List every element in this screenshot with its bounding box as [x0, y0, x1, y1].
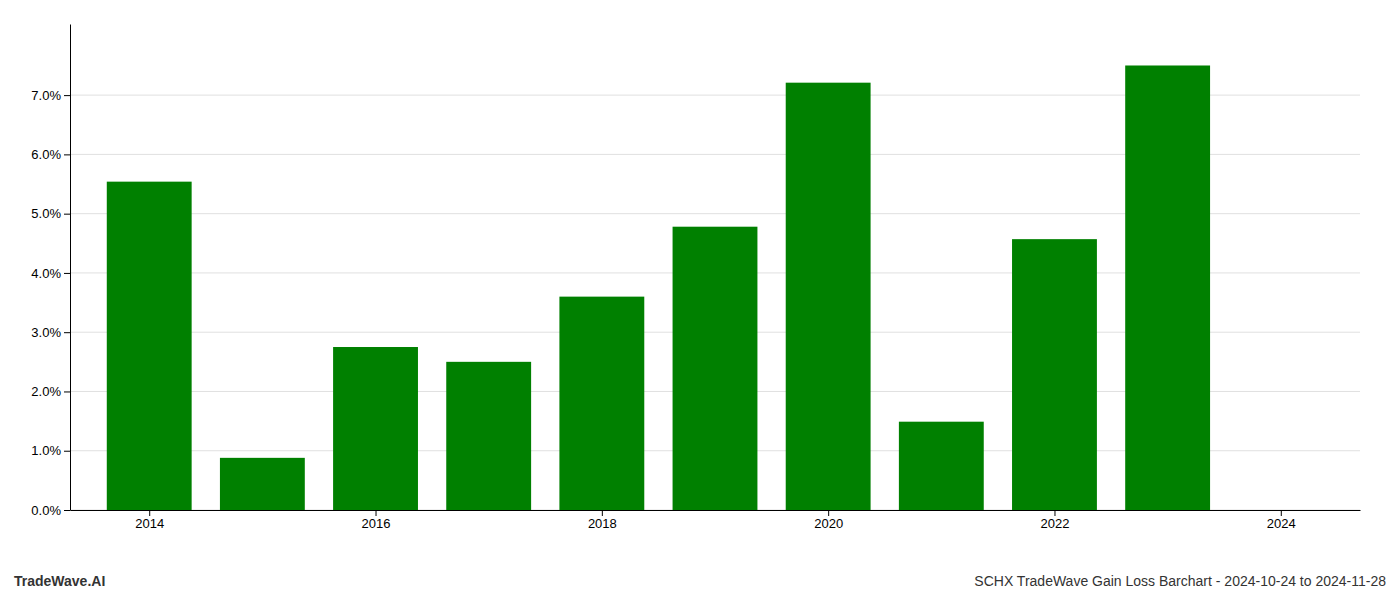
y-tick: 7.0%	[31, 88, 70, 103]
y-tick: 4.0%	[31, 266, 70, 281]
bar	[220, 458, 305, 510]
y-tick-label: 1.0%	[31, 443, 61, 458]
x-tick-mark	[602, 510, 603, 516]
y-tick-label: 3.0%	[31, 325, 61, 340]
bar	[559, 297, 644, 510]
x-axis-line	[71, 510, 1361, 511]
y-axis-line	[70, 25, 71, 511]
x-tick-mark	[149, 510, 150, 516]
title: SCHX TradeWave Gain Loss Barchart - 2024…	[974, 573, 1386, 589]
y-tick: 2.0%	[31, 384, 70, 399]
x-tick: 2020	[814, 510, 843, 531]
x-tick-mark	[1281, 510, 1282, 516]
y-tick-mark	[64, 510, 70, 511]
footer-annotation: TradeWave.AI	[14, 573, 105, 589]
y-tick: 1.0%	[31, 443, 70, 458]
y-tick-label: 5.0%	[31, 206, 61, 221]
bar	[899, 422, 984, 510]
bar	[673, 227, 758, 510]
y-tick-label: 7.0%	[31, 88, 61, 103]
bar	[786, 83, 871, 510]
y-tick-label: 0.0%	[31, 503, 61, 518]
x-tick: 2022	[1041, 510, 1070, 531]
x-tick: 2016	[362, 510, 391, 531]
x-tick-label: 2020	[814, 516, 843, 531]
x-tick-label: 2014	[135, 516, 164, 531]
x-tick: 2024	[1267, 510, 1296, 531]
chart: 2014 2016 2018 2020 2022 2024 0.0% 1.0% 2.0% 3.0%…	[0, 0, 1400, 600]
y-tick-label: 2.0%	[31, 384, 61, 399]
y-tick-mark	[64, 273, 70, 274]
x-tick: 2014	[135, 510, 164, 531]
y-tick-label: 4.0%	[31, 266, 61, 281]
y-axis: 0.0% 1.0% 2.0% 3.0% 4.0% 5.0% 6.0% 7.0%	[31, 25, 70, 518]
x-axis: 2014 2016 2018 2020 2022 2024	[71, 510, 1361, 531]
bar	[107, 182, 192, 510]
y-tick-mark	[64, 451, 70, 452]
bar	[1012, 239, 1097, 510]
x-tick-label: 2022	[1041, 516, 1070, 531]
y-tick: 6.0%	[31, 147, 70, 162]
x-tick-label: 2016	[362, 516, 391, 531]
y-tick-mark	[64, 154, 70, 155]
x-tick-mark	[828, 510, 829, 516]
y-tick: 0.0%	[31, 503, 70, 518]
y-tick-label: 6.0%	[31, 147, 61, 162]
y-tick: 3.0%	[31, 325, 70, 340]
x-tick-mark	[1054, 510, 1055, 516]
x-tick-label: 2018	[588, 516, 617, 531]
bar	[1125, 65, 1210, 510]
y-tick-mark	[64, 214, 70, 215]
bar	[446, 362, 531, 510]
y-tick: 5.0%	[31, 206, 70, 221]
y-tick-mark	[64, 391, 70, 392]
plot-area	[107, 65, 1210, 510]
y-tick-mark	[64, 95, 70, 96]
bar	[333, 347, 418, 510]
y-tick-mark	[64, 332, 70, 333]
x-tick-mark	[376, 510, 377, 516]
x-tick-label: 2024	[1267, 516, 1296, 531]
x-tick: 2018	[588, 510, 617, 531]
